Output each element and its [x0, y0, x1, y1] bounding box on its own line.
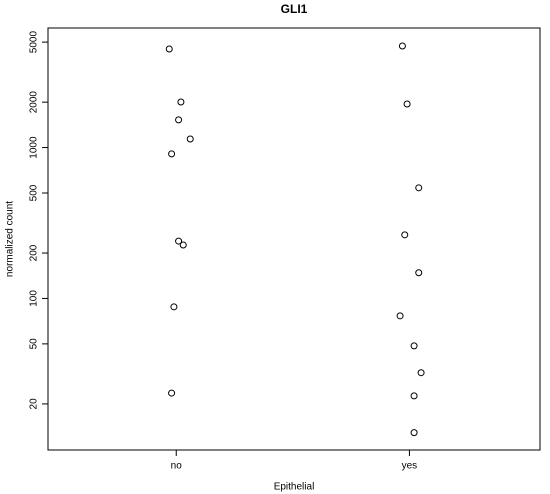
plot-box — [47, 27, 541, 451]
x-tick-label: yes — [402, 461, 418, 472]
point — [179, 241, 187, 249]
point — [396, 312, 404, 320]
point — [186, 135, 194, 143]
y-tick-label: 20 — [29, 398, 40, 410]
y-tick-label: 2000 — [29, 91, 40, 114]
point — [403, 100, 411, 108]
point — [175, 237, 183, 245]
point — [165, 45, 173, 53]
y-tick-label: 5000 — [29, 31, 40, 54]
point — [410, 429, 418, 437]
point — [410, 392, 418, 400]
point — [168, 150, 176, 158]
y-tick-label: 50 — [29, 338, 40, 350]
y-tick-label: 1000 — [29, 136, 40, 159]
chart-title: GLI1 — [281, 2, 308, 16]
y-tick-label: 500 — [29, 184, 40, 201]
point — [398, 42, 406, 50]
y-axis-title: normalized count — [5, 201, 16, 277]
point — [417, 369, 425, 377]
point — [415, 184, 423, 192]
x-axis-title: Epithelial — [274, 482, 315, 493]
point — [175, 116, 183, 124]
point — [401, 231, 409, 239]
point — [415, 269, 423, 277]
y-tick-label: 200 — [29, 244, 40, 261]
point — [170, 303, 178, 311]
x-tick-label: no — [171, 461, 183, 472]
point — [168, 389, 176, 397]
point — [410, 342, 418, 350]
y-tick-label: 100 — [29, 290, 40, 307]
point — [177, 98, 185, 106]
